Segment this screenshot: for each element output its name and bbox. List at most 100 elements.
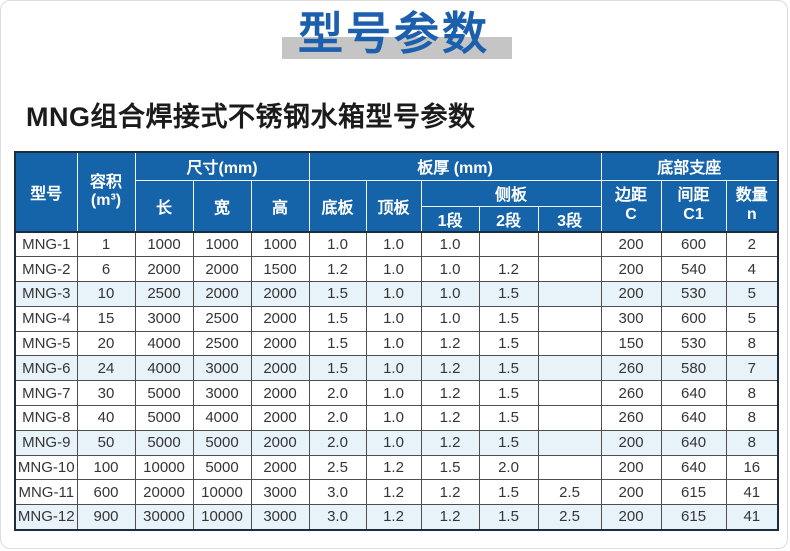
table-cell: MNG-1 xyxy=(14,231,78,258)
table-row: MNG-1 1 1000 1000 1000 1.0 1.0 1.0 200 600 2 xyxy=(14,231,779,258)
table-cell: 30 xyxy=(76,380,136,407)
table-cell: 10000 xyxy=(192,479,252,506)
table-cell: 4 xyxy=(725,256,779,283)
table-row: MNG-11 600 20000 10000 3000 3.0 1.2 1.2 1.5 2.5 20… xyxy=(14,479,779,506)
table-cell: 1.2 xyxy=(420,330,480,357)
table-cell: 2 xyxy=(725,231,779,258)
table-cell: 200 xyxy=(600,504,662,531)
table-cell: 200 xyxy=(600,479,662,506)
table-cell: 1.0 xyxy=(365,281,422,307)
table-cell: MNG-9 xyxy=(14,429,78,456)
table-row: MNG-10 100 10000 5000 2000 2.5 1.2 1.5 2.0 200 640… xyxy=(14,454,779,481)
table-cell: 2.0 xyxy=(308,380,367,407)
table-cell: 20000 xyxy=(134,479,194,506)
table-cell: 1.0 xyxy=(420,256,480,283)
table-cell: 1.0 xyxy=(365,256,422,283)
table-cell: 2.0 xyxy=(478,454,539,481)
table-cell: 260 xyxy=(600,405,662,431)
table-cell: 50 xyxy=(76,429,136,456)
table-cell: 1.2 xyxy=(420,504,480,531)
header-spacing-c1: 间距 C1 xyxy=(660,179,727,233)
table-cell: 200 xyxy=(600,231,662,258)
header-quantity-n: 数量 n xyxy=(725,179,779,233)
table-cell: 41 xyxy=(725,504,779,531)
table-cell: 640 xyxy=(660,429,727,456)
table-cell: 2000 xyxy=(250,330,310,357)
table-cell: 2.5 xyxy=(308,454,367,481)
table-cell: 16 xyxy=(725,454,779,481)
header-bottom-plate: 底板 xyxy=(308,179,367,233)
header-width: 宽 xyxy=(192,179,252,233)
table-cell: 5 xyxy=(725,281,779,307)
table-cell: 1.2 xyxy=(420,479,480,506)
table-cell: 1.5 xyxy=(308,305,367,332)
table-row: MNG-6 24 4000 3000 2000 1.5 1.0 1.2 1.5 260 580 7 xyxy=(14,355,779,382)
table-cell: 8 xyxy=(725,380,779,407)
table-cell: 41 xyxy=(725,479,779,506)
table-row: MNG-4 15 3000 2500 2000 1.5 1.0 1.0 1.5 300 600 5 xyxy=(14,305,779,332)
table-header: 型号 容积 (m³) 尺寸(mm) 板厚 (mm) 底部支座 长 宽 高 底板 … xyxy=(14,151,779,233)
table-row: MNG-5 20 4000 2500 2000 1.5 1.0 1.2 1.5 150 530 8 xyxy=(14,330,779,357)
table-cell: 900 xyxy=(76,504,136,531)
table-cell: 1.5 xyxy=(308,281,367,307)
table-cell: 15 xyxy=(76,305,136,332)
table-cell xyxy=(537,405,602,431)
table-cell: 1.2 xyxy=(420,405,480,431)
table-row: MNG-9 50 5000 5000 2000 2.0 1.0 1.2 1.5 200 640 8 xyxy=(14,429,779,456)
table-cell: 580 xyxy=(660,355,727,382)
table-cell: MNG-3 xyxy=(14,281,78,307)
table-cell: 1.0 xyxy=(308,231,367,258)
table-cell: 1.2 xyxy=(365,479,422,506)
table-cell: 1500 xyxy=(250,256,310,283)
spec-table: 型号 容积 (m³) 尺寸(mm) 板厚 (mm) 底部支座 长 宽 高 底板 … xyxy=(14,151,780,531)
table-cell: 530 xyxy=(660,281,727,307)
table-cell: 2000 xyxy=(192,256,252,283)
table-cell: 200 xyxy=(600,281,662,307)
table-cell: 2000 xyxy=(250,281,310,307)
header-group-thickness: 板厚 (mm) xyxy=(308,151,602,181)
table-cell: 1.5 xyxy=(478,305,539,332)
table-cell xyxy=(537,380,602,407)
table-cell: 615 xyxy=(660,479,727,506)
section-subtitle: MNG组合焊接式不锈钢水箱型号参数 xyxy=(26,102,476,132)
table-cell xyxy=(537,454,602,481)
table-cell: 1.0 xyxy=(420,231,480,258)
table-cell: 5000 xyxy=(192,429,252,456)
header-seg2: 2段 xyxy=(478,205,539,233)
table-cell: MNG-2 xyxy=(14,256,78,283)
table-cell: 2500 xyxy=(134,281,194,307)
table-cell: 1.0 xyxy=(420,305,480,332)
table-cell: 1.0 xyxy=(420,281,480,307)
table-cell: 1000 xyxy=(192,231,252,258)
table-cell xyxy=(537,256,602,283)
table-cell: 5000 xyxy=(134,405,194,431)
header-model: 型号 xyxy=(14,151,78,233)
table-cell: 640 xyxy=(660,454,727,481)
header-group-support: 底部支座 xyxy=(600,151,779,181)
header-height: 高 xyxy=(250,179,310,233)
table-cell: 1.2 xyxy=(478,256,539,283)
header-seg3: 3段 xyxy=(537,205,602,233)
table-cell xyxy=(537,355,602,382)
table-cell: 4000 xyxy=(134,330,194,357)
header-length: 长 xyxy=(134,179,194,233)
table-cell: 1.5 xyxy=(478,330,539,357)
table-cell: 3.0 xyxy=(308,504,367,531)
table-cell: 24 xyxy=(76,355,136,382)
table-cell: 10000 xyxy=(192,504,252,531)
table-cell: 1.5 xyxy=(308,355,367,382)
table-cell: 1.2 xyxy=(365,504,422,531)
table-cell: 30000 xyxy=(134,504,194,531)
table-cell: 1.5 xyxy=(478,504,539,531)
table-cell: 3000 xyxy=(192,380,252,407)
table-cell xyxy=(537,429,602,456)
table-cell: 3.0 xyxy=(308,479,367,506)
table-cell xyxy=(478,231,539,258)
table-cell: 2000 xyxy=(250,355,310,382)
table-cell: 2.0 xyxy=(308,405,367,431)
table-cell: 1.5 xyxy=(478,380,539,407)
table-cell: 1000 xyxy=(134,231,194,258)
table-cell: 1.5 xyxy=(478,281,539,307)
table-cell: 1.2 xyxy=(420,380,480,407)
